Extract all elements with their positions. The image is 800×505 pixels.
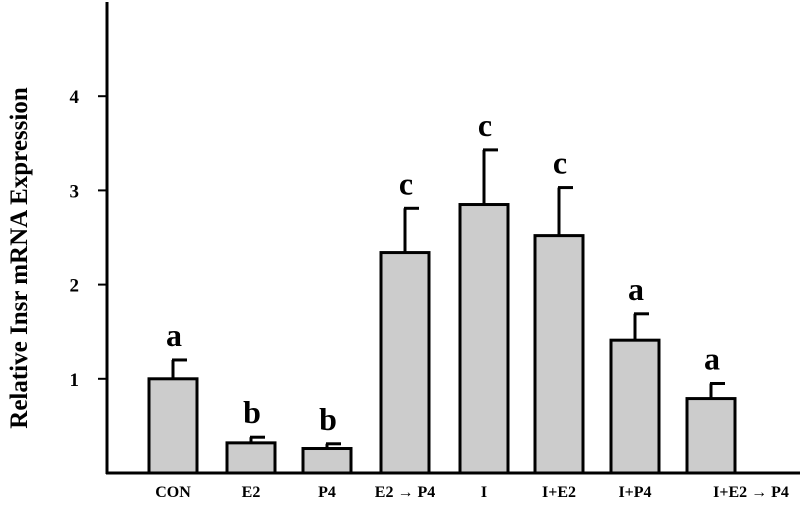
- x-tick-label: I+E2: [542, 484, 576, 501]
- x-tick-label: CON: [155, 484, 191, 501]
- x-tick-label: I+E2 → P4: [713, 484, 789, 501]
- x-tick-label: I: [481, 484, 487, 501]
- bar: [301, 447, 353, 475]
- y-axis-label: Relative Insr mRNA Expression: [6, 87, 33, 429]
- significance-letter: b: [243, 394, 261, 430]
- significance-letter: c: [478, 107, 492, 143]
- significance-letter: a: [704, 341, 720, 377]
- significance-letter: b: [319, 401, 337, 437]
- x-tick-label: I+P4: [618, 484, 651, 501]
- bar: [458, 203, 510, 475]
- significance-letter: c: [553, 145, 567, 181]
- bar: [533, 234, 585, 475]
- bar: [379, 251, 431, 475]
- bars-layer: [147, 203, 737, 475]
- y-tick-label: 3: [70, 181, 80, 202]
- significance-letters-layer: a b b c c c a a: [166, 107, 720, 437]
- significance-letter: a: [628, 271, 644, 307]
- error-bars-layer: [171, 148, 725, 449]
- significance-letter: a: [166, 317, 182, 353]
- y-ticks-layer: 1 2 3 4: [70, 87, 107, 391]
- bar: [147, 377, 199, 475]
- x-tick-label: E2: [242, 484, 261, 501]
- y-tick-label: 2: [70, 276, 80, 297]
- x-tick-label: E2 → P4: [375, 484, 435, 501]
- y-tick-label: 4: [70, 87, 80, 108]
- bar: [609, 338, 661, 475]
- bar: [685, 397, 737, 475]
- bar: [225, 441, 277, 475]
- significance-letter: c: [399, 165, 413, 201]
- x-tick-labels-layer: CON E2 P4 E2 → P4 I I+E2 I+P4 I+E2 → P4: [155, 484, 789, 501]
- x-tick-label: P4: [318, 484, 336, 501]
- y-tick-label: 1: [70, 370, 80, 391]
